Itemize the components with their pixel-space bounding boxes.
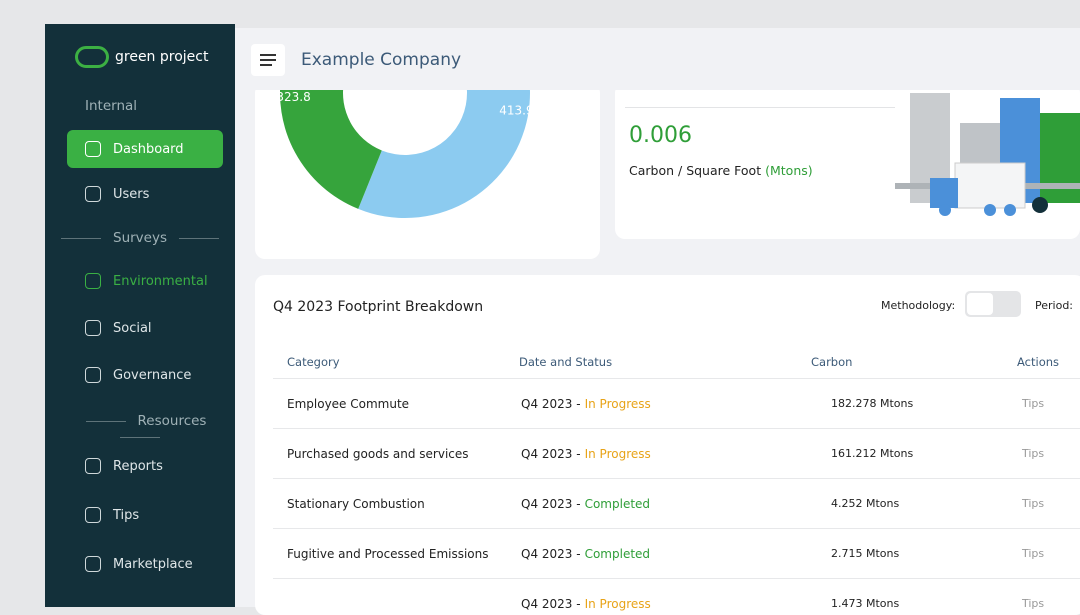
nav-item[interactable]: Reports <box>67 447 223 485</box>
column-header: Date and Status <box>519 355 613 369</box>
status: In Progress <box>584 597 651 611</box>
icon <box>85 320 101 336</box>
icon <box>85 556 101 572</box>
icon <box>85 141 101 157</box>
tips-action[interactable]: Tips <box>1022 597 1045 610</box>
column-header: Actions <box>1017 355 1060 369</box>
carbon: 4.252 Mtons <box>831 497 900 510</box>
kpi-label-text: Carbon / Square Foot <box>629 163 762 178</box>
date: Q4 2023 - <box>521 597 581 611</box>
tips-action[interactable]: Tips <box>1022 397 1045 410</box>
status: In Progress <box>584 447 651 461</box>
tips-action[interactable]: Tips <box>1022 447 1045 460</box>
nav-label: Marketplace <box>113 556 193 572</box>
period-label: Period: <box>1035 299 1074 312</box>
divider <box>625 107 895 108</box>
table-row: Fugitive and Processed Emissions Q4 2023 … <box>273 529 1080 579</box>
table-row: Stationary Combustion Q4 2023 - Completed 4… <box>273 479 1080 529</box>
date-status: Q4 2023 - Completed <box>521 497 650 511</box>
date-status: Q4 2023 - Completed <box>521 547 650 561</box>
category: Fugitive and Processed Emissions <box>287 547 489 561</box>
nav-item[interactable]: Social <box>67 309 223 347</box>
nav-item[interactable]: Environmental <box>67 262 223 300</box>
kpi-unit: (Mtons) <box>765 163 813 178</box>
nav-label: Dashboard <box>113 141 184 157</box>
nav-label: Social <box>113 320 152 336</box>
nav-label: Users <box>113 186 150 202</box>
carbon: 2.715 Mtons <box>831 547 900 560</box>
donut-chart: 413.9 323.8 <box>276 83 534 218</box>
section-label: Internal <box>85 98 138 114</box>
topbar: Example Company <box>235 28 1080 90</box>
icon <box>85 367 101 383</box>
icon <box>85 186 101 202</box>
date-status: Q4 2023 - In Progress <box>521 597 651 611</box>
date-status: Q4 2023 - In Progress <box>521 397 651 411</box>
date-status: Q4 2023 - In Progress <box>521 447 651 461</box>
brand: green project <box>75 46 208 68</box>
donut-slice <box>358 83 530 218</box>
nav-label: Governance <box>113 367 192 383</box>
kpi-card: 0.006 Carbon / Square Foot (Mtons) <box>615 83 1080 239</box>
status: Completed <box>584 547 651 561</box>
carbon: 161.212 Mtons <box>831 447 914 460</box>
table-row: Q4 2023 - In Progress 1.473 Mtons Tips <box>273 579 1080 615</box>
logo <box>75 46 109 68</box>
methodology-label: Methodology: <box>881 299 956 312</box>
menu-button[interactable] <box>251 44 285 76</box>
chart-card: 413.9 323.8 <box>255 83 600 259</box>
column-header: Carbon <box>811 355 853 369</box>
status: In Progress <box>584 397 651 411</box>
table-title: Q4 2023 Footprint Breakdown <box>273 299 484 315</box>
section-label: Surveys <box>45 230 235 246</box>
kpi-label: Carbon / Square Foot (Mtons) <box>629 163 813 178</box>
carbon: 1.473 Mtons <box>831 597 900 610</box>
nav-label: Reports <box>113 458 163 474</box>
icon <box>85 273 101 289</box>
sidebar: green project Internal Dashboard Users S… <box>45 24 235 607</box>
category: Stationary Combustion <box>287 497 425 511</box>
nav-item[interactable]: Marketplace <box>67 545 223 583</box>
section-label: Resources <box>45 413 235 445</box>
nav-item[interactable]: Dashboard <box>67 130 223 168</box>
nav-label: Tips <box>113 507 140 523</box>
nav-label: Environmental <box>113 273 208 289</box>
page-title: Example Company <box>301 50 462 70</box>
tips-action[interactable]: Tips <box>1022 547 1045 560</box>
methodology-toggle[interactable] <box>965 291 1021 317</box>
table-header: Category Date and Status Carbon Actions <box>273 345 1080 379</box>
date: Q4 2023 - <box>521 497 581 511</box>
category: Employee Commute <box>287 397 410 411</box>
date: Q4 2023 - <box>521 447 581 461</box>
column-header: Category <box>287 355 340 369</box>
illustration <box>895 93 1080 216</box>
table-row: Employee Commute Q4 2023 - In Progress 182.… <box>273 379 1080 429</box>
nav-item[interactable]: Tips <box>67 496 223 534</box>
brand-name: green project <box>115 49 209 65</box>
main: 413.9 323.8 0.006 Carbon / Square Foot (M… <box>235 28 1080 615</box>
kpi-value: 0.006 <box>629 123 692 148</box>
status: Completed <box>584 497 651 511</box>
icon <box>85 458 101 474</box>
nav-item[interactable]: Users <box>67 175 223 213</box>
table-card: Q4 2023 Footprint Breakdown Methodology:… <box>255 275 1080 615</box>
data-label: 323.8 <box>276 90 310 104</box>
data-label: 413.9 <box>499 104 533 118</box>
donut-slice <box>280 83 382 209</box>
date: Q4 2023 - <box>521 397 581 411</box>
category: Purchased goods and services <box>287 447 469 461</box>
date: Q4 2023 - <box>521 547 581 561</box>
icon <box>85 507 101 523</box>
table-row: Purchased goods and services Q4 2023 - In … <box>273 429 1080 479</box>
carbon: 182.278 Mtons <box>831 397 914 410</box>
nav-item[interactable]: Governance <box>67 356 223 394</box>
tips-action[interactable]: Tips <box>1022 497 1045 510</box>
